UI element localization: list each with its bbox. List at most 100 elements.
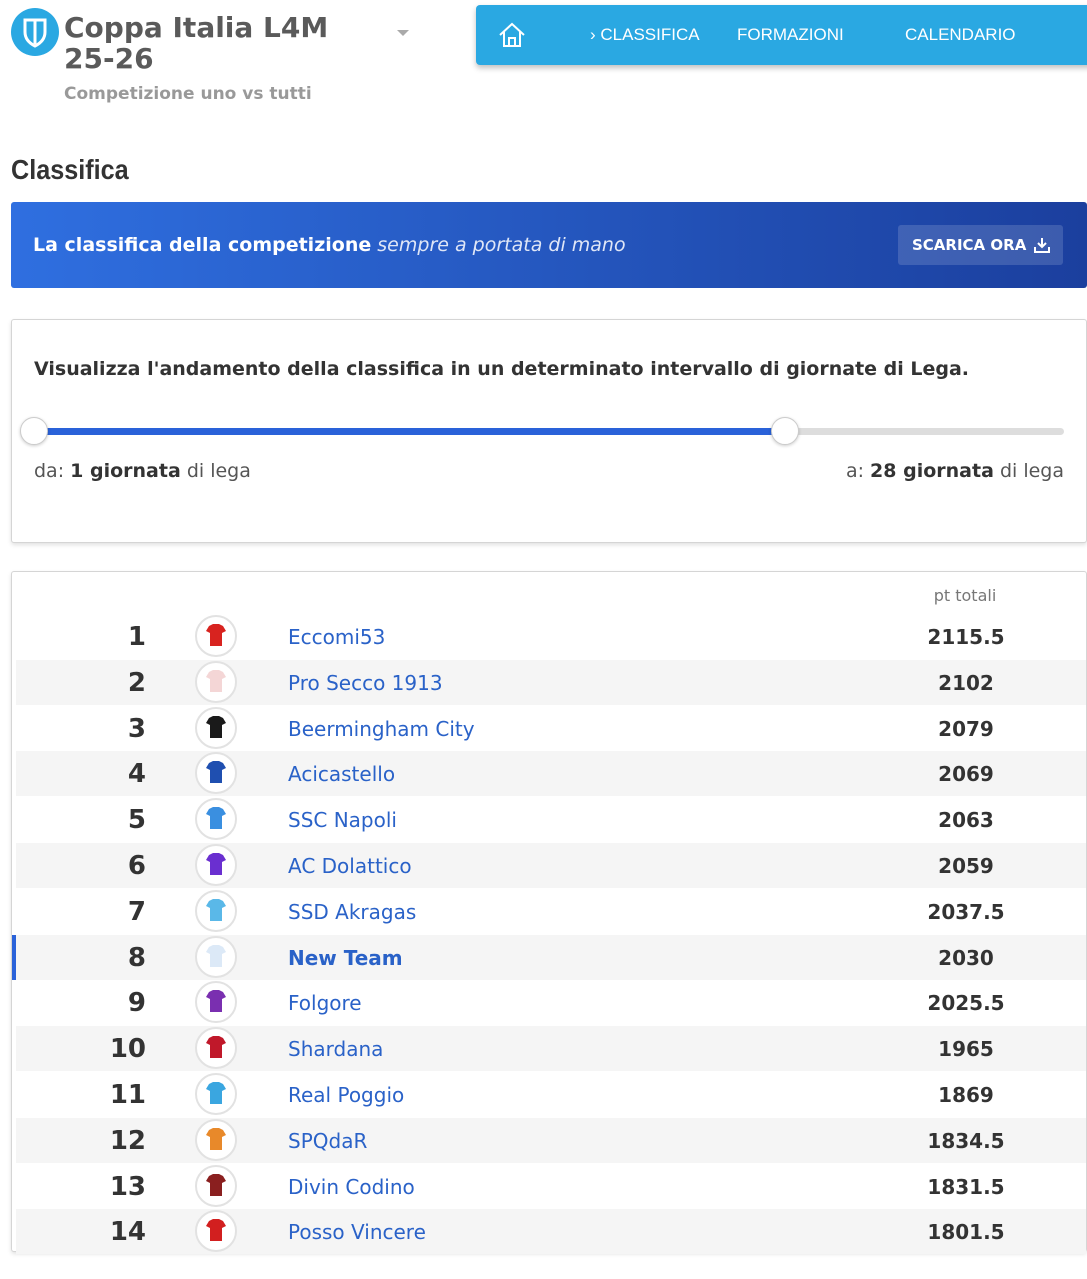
team-jersey: [195, 752, 237, 795]
rank: 13: [109, 1171, 146, 1202]
range-card: Visualizza l'andamento della classifica …: [11, 319, 1087, 543]
banner-text: La classifica della competizione sempre …: [33, 234, 626, 256]
home-icon[interactable]: [498, 22, 526, 48]
banner: La classifica della competizione sempre …: [11, 202, 1087, 288]
team-jersey: [195, 615, 237, 657]
slider-fill: [34, 428, 786, 435]
standings-row[interactable]: 8 New Team 2030: [12, 934, 1086, 980]
team-name[interactable]: AC Dolattico: [288, 854, 412, 878]
standings-row[interactable]: 1 Eccomi53 2115.5: [16, 614, 1086, 659]
team-name[interactable]: Eccomi53: [288, 625, 386, 649]
total-points: 2102: [938, 670, 994, 695]
standings-row[interactable]: 6 AC Dolattico 2059: [16, 843, 1086, 888]
dropdown-caret[interactable]: [396, 28, 410, 38]
nav-label[interactable]: CLASSIFICA: [600, 25, 700, 44]
label: di lega: [999, 460, 1064, 482]
button-label[interactable]: SCARICA ORA: [912, 236, 1027, 254]
rank: 14: [109, 1217, 146, 1248]
slider-knob[interactable]: [20, 417, 48, 445]
rank: 4: [127, 759, 146, 790]
team-name[interactable]: SSD Akragas: [288, 899, 417, 924]
title-line: Coppa Italia L4M: [64, 11, 329, 44]
team-jersey: [195, 1118, 237, 1161]
standings-row[interactable]: 12 SPQdaR 1834.5: [16, 1117, 1086, 1163]
rank: 1: [127, 622, 146, 652]
team-name[interactable]: Pro Secco 1913: [288, 670, 443, 695]
rank: 11: [109, 1080, 146, 1110]
total-points: 2059: [938, 854, 994, 878]
team-jersey: [195, 798, 237, 841]
total-points: 1801.5: [927, 1220, 1005, 1245]
standings-row[interactable]: 5 SSC Napoli 2063: [16, 797, 1086, 842]
rank: 8: [127, 942, 146, 973]
total-points: 2115.5: [927, 625, 1005, 649]
standings-row[interactable]: 7 SSD Akragas 2037.5: [16, 889, 1086, 934]
nav-bar: › CLASSIFICA FORMAZIONI CALENDARIO: [476, 5, 1087, 65]
value: 28 giornata: [870, 460, 994, 482]
rank: 12: [109, 1125, 146, 1156]
rank: 3: [127, 713, 146, 744]
rank: 2: [127, 667, 146, 698]
banner-italic: sempre a portata di mano: [377, 234, 626, 256]
team-jersey: [195, 706, 237, 749]
total-points: 2030: [938, 945, 994, 970]
nav-item[interactable]: FORMAZIONI: [737, 25, 844, 44]
team-jersey: [195, 935, 237, 978]
total-points: 1965: [938, 1037, 994, 1062]
season: 25-26: [64, 42, 154, 75]
rank: 10: [109, 1034, 146, 1065]
team-name[interactable]: Real Poggio: [288, 1083, 405, 1107]
total-points: 1869: [938, 1083, 994, 1107]
range-to: a: 28 giornata di lega: [846, 460, 1064, 482]
nav-item[interactable]: CALENDARIO: [905, 25, 1016, 44]
team-jersey: [195, 660, 237, 703]
label: a:: [845, 460, 864, 482]
slider-knob[interactable]: [771, 417, 799, 445]
range-from: da: 1 giornata di lega: [34, 460, 251, 482]
standings-row[interactable]: 11 Real Poggio 1869: [16, 1072, 1086, 1117]
standings-row[interactable]: 13 Divin Codino 1831.5: [16, 1164, 1086, 1209]
rank: 6: [127, 851, 146, 881]
team-name[interactable]: Beermingham City: [288, 716, 475, 741]
total-points: 2079: [938, 716, 994, 741]
standings-card: pt totali 1 Eccomi53 2115.5 2 Pro Secco 1913…: [11, 571, 1087, 1255]
team-name[interactable]: Folgore: [288, 991, 362, 1016]
standings-row[interactable]: 3 Beermingham City 2079: [16, 706, 1086, 751]
team-jersey: [195, 981, 237, 1024]
team-jersey: [195, 1210, 237, 1253]
column-header: pt totali: [933, 586, 997, 605]
total-points: 2063: [938, 808, 994, 833]
label: di lega: [186, 460, 251, 482]
team-name[interactable]: New Team: [288, 945, 403, 970]
team-jersey: [195, 889, 237, 932]
team-name[interactable]: SSC Napoli: [288, 808, 397, 833]
team-jersey: [195, 1073, 237, 1115]
total-points: 1831.5: [927, 1174, 1005, 1199]
team-name[interactable]: Acicastello: [288, 762, 396, 787]
team-name[interactable]: SPQdaR: [288, 1128, 368, 1153]
total-points: 2025.5: [927, 991, 1005, 1016]
page-title: Classifica: [11, 154, 129, 185]
rank: 5: [127, 805, 146, 836]
team-name[interactable]: Divin Codino: [288, 1174, 415, 1199]
team-name[interactable]: Shardana: [288, 1037, 384, 1062]
team-name[interactable]: Posso Vincere: [288, 1220, 426, 1245]
subtitle: Competizione uno vs tutti: [64, 84, 312, 104]
standings-row[interactable]: 4 Acicastello 2069: [16, 751, 1086, 797]
range-description: Visualizza l'andamento della classifica …: [34, 358, 970, 380]
rank: 9: [127, 988, 146, 1019]
rank: 7: [127, 896, 146, 927]
total-points: 2069: [938, 762, 994, 787]
total-points: 2037.5: [927, 899, 1005, 924]
team-jersey: [195, 1164, 237, 1207]
download-button[interactable]: SCARICA ORA: [898, 225, 1063, 265]
value: 1 giornata: [70, 460, 181, 482]
standings-row[interactable]: 14 Posso Vincere 1801.5: [16, 1209, 1086, 1255]
team-jersey: [195, 844, 237, 886]
standings-row[interactable]: 9 Folgore 2025.5: [16, 980, 1086, 1025]
download-icon: [1034, 238, 1050, 253]
standings-row[interactable]: 10 Shardana 1965: [16, 1026, 1086, 1072]
nav-item[interactable]: › CLASSIFICA: [590, 25, 700, 44]
standings-row[interactable]: 2 Pro Secco 1913 2102: [16, 659, 1086, 705]
